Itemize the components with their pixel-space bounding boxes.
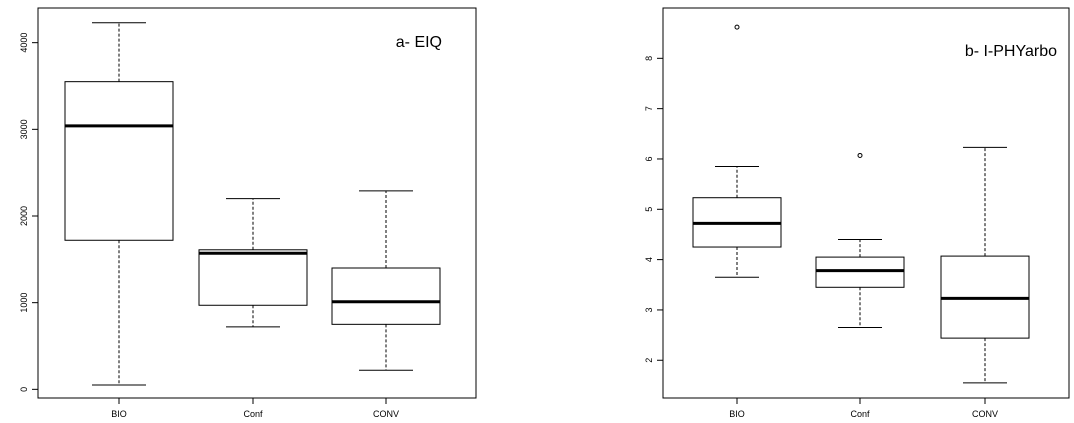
y-tick-label: 0 (19, 387, 29, 392)
y-tick-label: 8 (644, 56, 654, 61)
box-conf (198, 198, 308, 328)
plot-frame (37, 7, 477, 399)
y-tick-label: 1000 (19, 293, 29, 313)
outlier-point (734, 24, 740, 30)
boxplot-panel-a: 0 1000 2000 3000 4000 BIO Conf CONV a- EIQ (19, 7, 477, 419)
box-conv (940, 146, 1030, 384)
iqr-box (815, 256, 905, 288)
x-tick-label: BIO (729, 409, 745, 419)
y-tick-label: 4 (644, 257, 654, 262)
y-tick-label: 3 (644, 307, 654, 312)
x-tick-label: CONV (972, 409, 998, 419)
x-axis: BIO Conf CONV (729, 398, 998, 419)
plot-frame (662, 7, 1070, 399)
panel-title: b- I-PHYarbo (965, 43, 1057, 60)
y-tick-label: 5 (644, 207, 654, 212)
boxplot-panel-b: 2 3 4 5 6 7 8 BIO Conf CONV b- I-PHYarbo (644, 7, 1070, 419)
x-tick-label: BIO (111, 409, 127, 419)
x-tick-label: Conf (243, 409, 263, 419)
iqr-box (198, 249, 308, 306)
outlier-point (857, 152, 863, 158)
y-tick-label: 2 (644, 358, 654, 363)
y-tick-label: 3000 (19, 119, 29, 139)
box-conf (815, 152, 905, 329)
y-axis: 2 3 4 5 6 7 8 (644, 56, 663, 363)
y-tick-label: 6 (644, 156, 654, 161)
box-bio (64, 22, 174, 386)
box-conv (331, 190, 441, 371)
x-tick-label: Conf (850, 409, 870, 419)
x-axis: BIO Conf CONV (111, 398, 399, 419)
box-bio (692, 24, 782, 278)
x-tick-label: CONV (373, 409, 399, 419)
y-tick-label: 4000 (19, 33, 29, 53)
y-tick-label: 7 (644, 106, 654, 111)
y-axis: 0 1000 2000 3000 4000 (19, 33, 38, 392)
iqr-box (331, 267, 441, 325)
y-tick-label: 2000 (19, 206, 29, 226)
iqr-box (64, 81, 174, 241)
panel-title: a- EIQ (396, 34, 442, 51)
